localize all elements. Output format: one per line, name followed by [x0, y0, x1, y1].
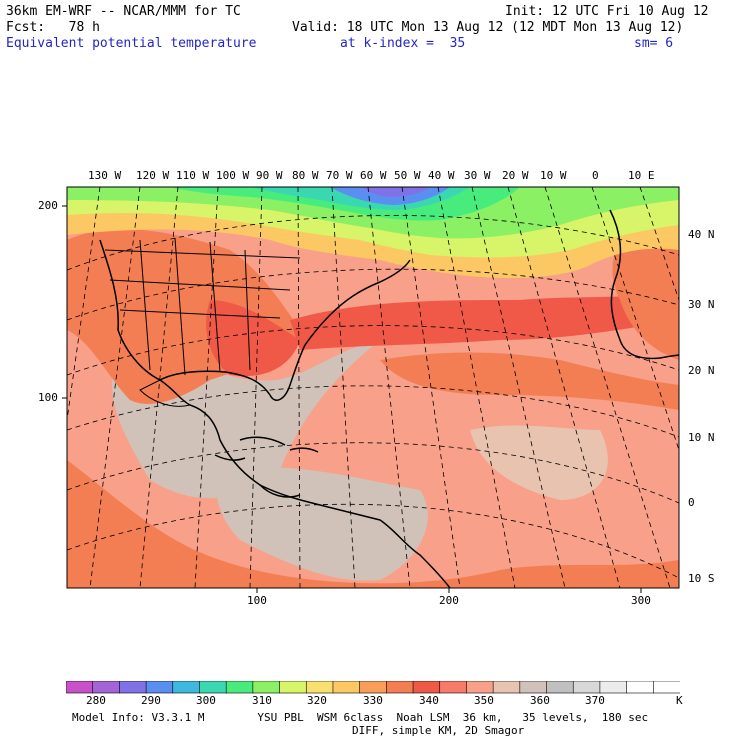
colorbar-swatch	[225, 681, 254, 694]
lon-label: 120 W	[136, 169, 170, 182]
lon-label: 60 W	[360, 169, 387, 182]
lat-label: 30 N	[688, 298, 715, 311]
colorbar-swatch	[279, 681, 308, 694]
graticule	[67, 187, 679, 588]
y-axis-label: 200	[38, 199, 58, 212]
lon-label: 10 E	[628, 169, 655, 182]
colorbar-label: 300	[196, 694, 216, 707]
colorbar-swatch	[252, 681, 281, 694]
colorbar-unit: K	[676, 694, 683, 707]
x-axis-label: 300	[631, 594, 651, 607]
lat-label: 40 N	[688, 228, 715, 241]
lon-label: 40 W	[428, 169, 455, 182]
colorbar-label: 340	[419, 694, 439, 707]
colorbar-swatch	[92, 681, 121, 694]
lat-label: 10 N	[688, 431, 715, 444]
colorbar-swatch	[546, 681, 575, 694]
lat-label: 0	[688, 496, 695, 509]
colorbar-swatch	[305, 681, 334, 694]
colorbar-swatch	[626, 681, 655, 694]
smoothing-info: sm= 6	[634, 36, 674, 51]
colorbar-swatch	[412, 681, 441, 694]
lon-label: 30 W	[464, 169, 491, 182]
colorbar-label: 290	[141, 694, 161, 707]
lon-label: 50 W	[394, 169, 421, 182]
lon-label: 90 W	[256, 169, 283, 182]
colorbar-label: 350	[474, 694, 494, 707]
colorbar-label: 360	[530, 694, 550, 707]
lat-label: 10 S	[688, 572, 715, 585]
colorbar-swatch	[332, 681, 361, 694]
colorbar	[66, 681, 680, 694]
model-title: 36km EM-WRF -- NCAR/MMM for TC	[6, 4, 241, 19]
colorbar-swatch	[519, 681, 548, 694]
x-axis-label: 100	[247, 594, 267, 607]
colorbar-label: 320	[307, 694, 327, 707]
colorbar-swatch	[145, 681, 174, 694]
colorbar-swatch	[359, 681, 388, 694]
colorbar-swatch	[66, 681, 94, 694]
colorbar-swatch	[172, 681, 201, 694]
forecast-hour: Fcst: 78 h	[6, 20, 100, 35]
lon-label: 0	[592, 169, 599, 182]
lon-label: 130 W	[88, 169, 122, 182]
model-info: Model Info: V3.3.1 M YSU PBL WSM 6class …	[72, 711, 649, 724]
colorbar-swatch	[466, 681, 494, 694]
colorbar-swatch	[199, 681, 227, 694]
colorbar-swatch	[386, 681, 414, 694]
atlantic-warm-stripe	[290, 290, 679, 350]
coastlines	[99, 209, 679, 588]
colorbar-swatch	[652, 681, 680, 694]
colorbar-label: 280	[86, 694, 106, 707]
colorbar-swatch	[599, 681, 628, 694]
level-info: at k-index = 35	[340, 36, 466, 51]
colorbar-swatch	[572, 681, 601, 694]
valid-time: Valid: 18 UTC Mon 13 Aug 12 (12 MDT Mon …	[292, 20, 684, 35]
political-borders	[104, 237, 301, 407]
colorbar-swatch	[439, 681, 468, 694]
map-frame	[66, 186, 680, 589]
lat-label: 20 N	[688, 364, 715, 377]
colorbar-swatch	[492, 681, 521, 694]
lon-label: 10 W	[540, 169, 567, 182]
colorbar-label: 370	[585, 694, 605, 707]
lon-label: 110 W	[176, 169, 210, 182]
model-info-physics: DIFF, simple KM, 2D Smagor	[352, 724, 525, 737]
southern-warm-band	[67, 460, 679, 588]
lon-label: 80 W	[292, 169, 319, 182]
colorbar-swatch	[119, 681, 147, 694]
lon-label: 100 W	[216, 169, 250, 182]
field-name: Equivalent potential temperature	[6, 36, 257, 51]
colorbar-label: 310	[252, 694, 272, 707]
x-axis-label: 200	[439, 594, 459, 607]
colorbar-label: 330	[363, 694, 383, 707]
init-time: Init: 12 UTC Fri 10 Aug 12	[505, 4, 709, 19]
theta-e-map	[62, 186, 680, 593]
lon-label: 20 W	[502, 169, 529, 182]
lon-label: 70 W	[326, 169, 353, 182]
y-axis-label: 100	[38, 391, 58, 404]
